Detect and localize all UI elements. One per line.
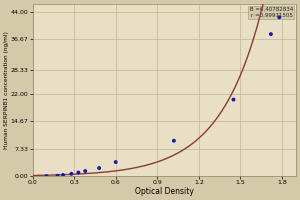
Y-axis label: Human SERPINB1 concentration (ng/ml): Human SERPINB1 concentration (ng/ml) [4,31,9,149]
Point [231,98,236,101]
Point [113,160,118,164]
Point [44,174,49,178]
Point [172,139,176,142]
X-axis label: Optical Density: Optical Density [135,187,194,196]
Point [55,174,60,177]
Point [268,32,273,36]
Point [97,166,101,170]
Point [83,169,88,173]
Point [76,171,81,174]
Point [69,172,74,175]
Point [61,173,65,177]
Point [277,16,282,19]
Text: B =0.40782834
r =0.99971505: B =0.40782834 r =0.99971505 [250,7,293,18]
